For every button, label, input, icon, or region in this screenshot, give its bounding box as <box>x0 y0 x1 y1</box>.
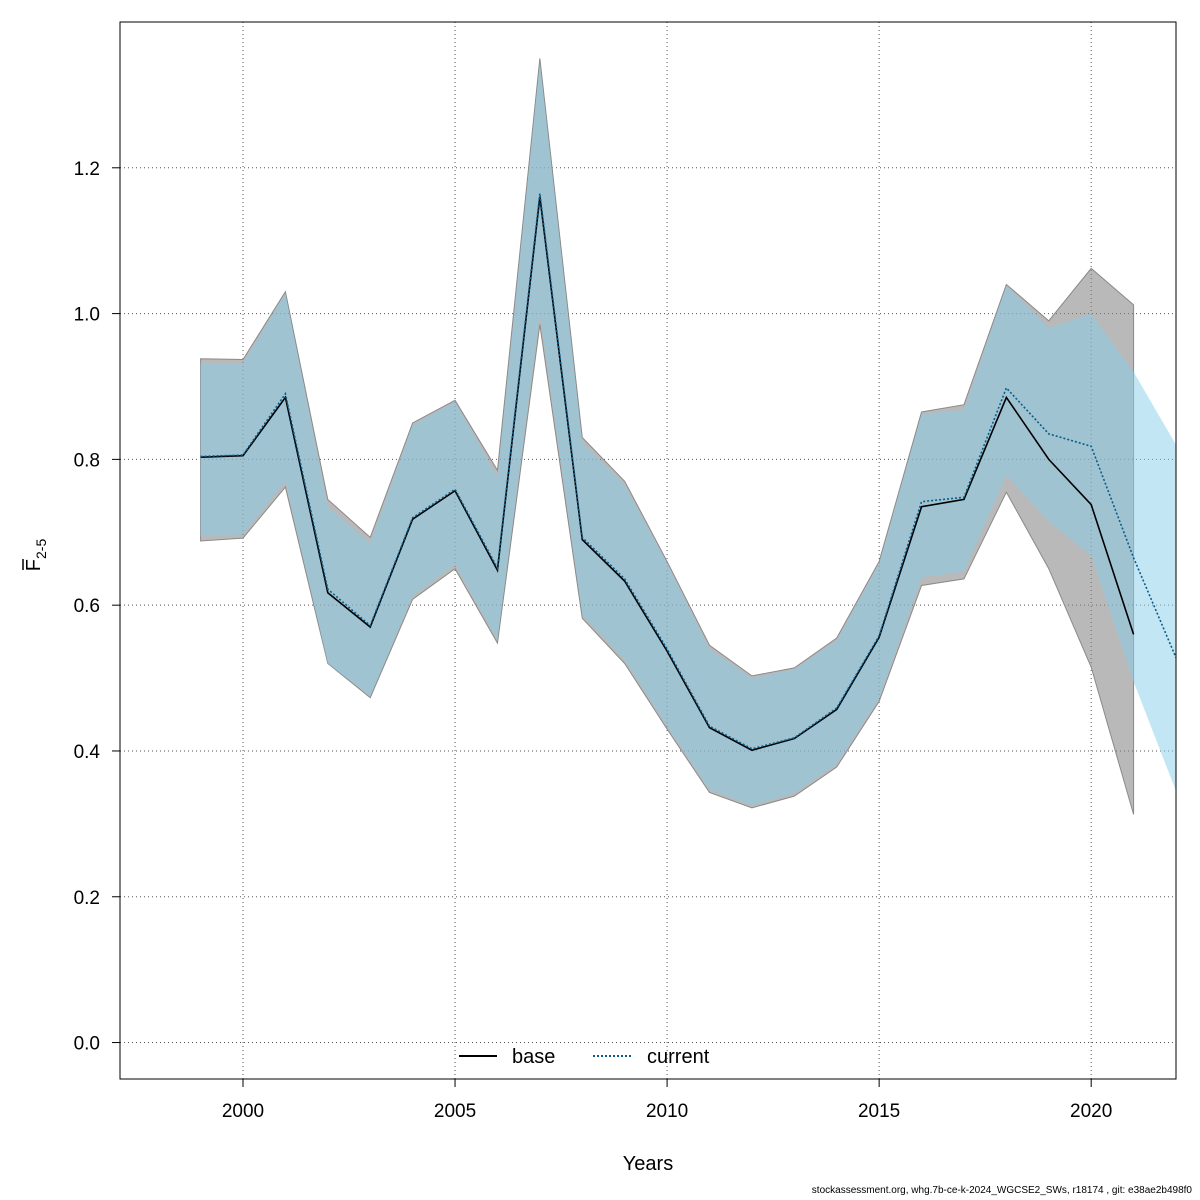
y-axis-title-main: F <box>23 559 45 571</box>
y-tick-label: 0.0 <box>74 1034 100 1055</box>
series-line-current <box>200 193 1177 750</box>
legend-label-current: current <box>647 1046 710 1068</box>
y-axis-title-subscript: 2-5 <box>33 539 49 559</box>
y-tick-label: 0.2 <box>74 888 100 909</box>
legend: base current <box>459 1046 710 1068</box>
y-tick-label: 0.6 <box>74 596 100 617</box>
y-tick-label: 1.0 <box>74 305 100 326</box>
footer-note: stockassessment.org, whg.7b-ce-k-2024_WG… <box>811 1185 1192 1196</box>
series-lines <box>200 193 1177 752</box>
y-axis-title: F2-5 <box>22 539 49 572</box>
y-tick-label: 1.2 <box>74 159 100 180</box>
x-tick-label: 2020 <box>1070 1101 1112 1122</box>
svg-text:F2-5: F2-5 <box>23 539 49 572</box>
y-tick-label: 0.8 <box>74 450 100 471</box>
x-tick-label: 2000 <box>222 1101 264 1122</box>
x-axis-title: Years <box>623 1153 673 1175</box>
axes: 2000 2005 2010 2015 2020 0.0 0.2 0.4 0.6 0.8 1.0 1.… <box>74 159 1113 1122</box>
x-tick-label: 2010 <box>646 1101 688 1122</box>
y-tick-label: 0.4 <box>74 742 101 763</box>
series-line-base <box>200 196 1135 752</box>
confidence-band-current <box>200 62 1176 806</box>
confidence-bands <box>200 58 1176 815</box>
legend-label-base: base <box>512 1046 555 1068</box>
x-tick-label: 2005 <box>434 1101 476 1122</box>
x-tick-label: 2015 <box>858 1101 900 1122</box>
